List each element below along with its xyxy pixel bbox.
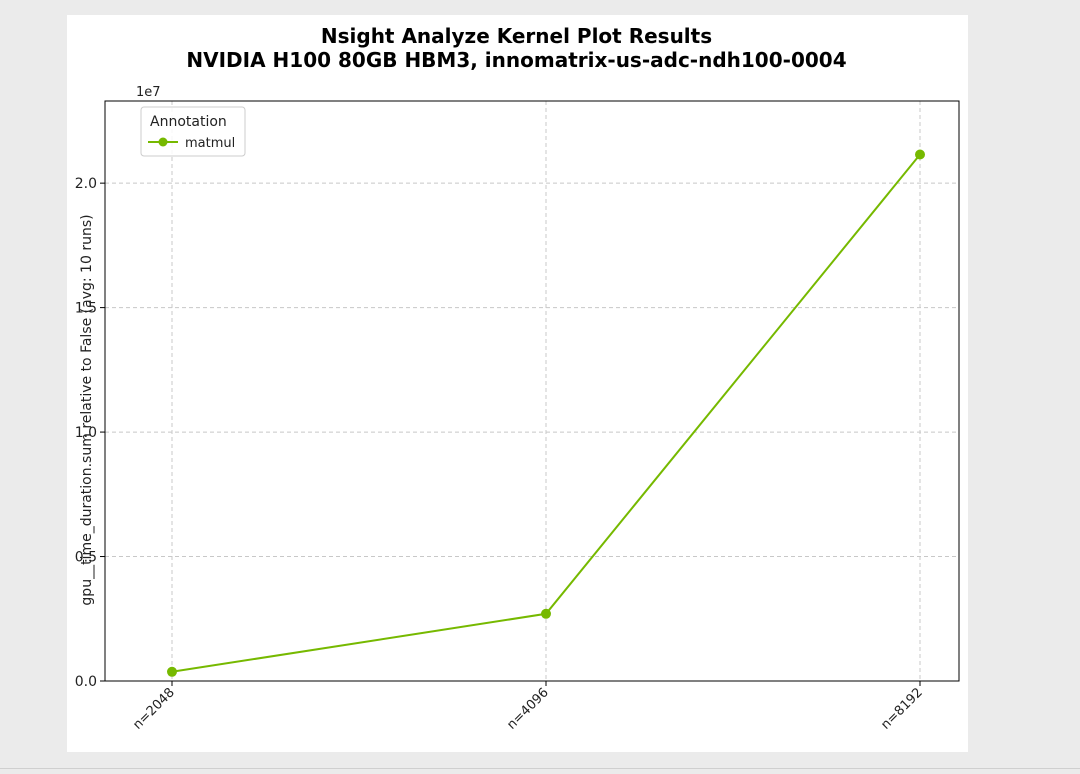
legend-marker-matmul [158, 137, 168, 147]
bottom-divider [0, 768, 1080, 769]
data-point [915, 149, 925, 160]
grid-layer [105, 101, 959, 682]
y-offset-label: 1e7 [136, 85, 161, 100]
x-tick-label: n=2048 [130, 685, 178, 733]
y-tick-label: 1.5 [75, 301, 97, 317]
plot-area-frame [104, 100, 960, 682]
y-tick-label: 2.0 [75, 176, 97, 192]
chart-svg: Nsight Analyze Kernel Plot Results NVIDI… [75, 24, 960, 733]
data-point [167, 666, 177, 677]
data-point [541, 608, 551, 619]
y-axis-label: gpu__time_duration.sum relative to False… [79, 214, 95, 605]
legend-label-matmul: matmul [185, 136, 235, 151]
chart-subtitle: NVIDIA H100 80GB HBM3, innomatrix-us-adc… [186, 48, 846, 72]
legend-title: Annotation [150, 114, 227, 130]
y-tick-label: 0.0 [75, 674, 97, 690]
y-tick-label: 0.5 [75, 550, 97, 566]
legend: Annotation matmul [140, 106, 246, 157]
series-layer [167, 149, 925, 677]
figure-canvas: Nsight Analyze Kernel Plot Results NVIDI… [67, 15, 968, 752]
chart-title: Nsight Analyze Kernel Plot Results [321, 24, 712, 48]
x-tick-label: n=4096 [504, 685, 552, 733]
x-tick-label: n=8192 [878, 685, 926, 733]
axis-layer: 0.0 0.5 1.0 1.5 2.0 n=2048 n=4096 n=8192 [75, 176, 926, 733]
y-tick-label: 1.0 [75, 425, 97, 441]
